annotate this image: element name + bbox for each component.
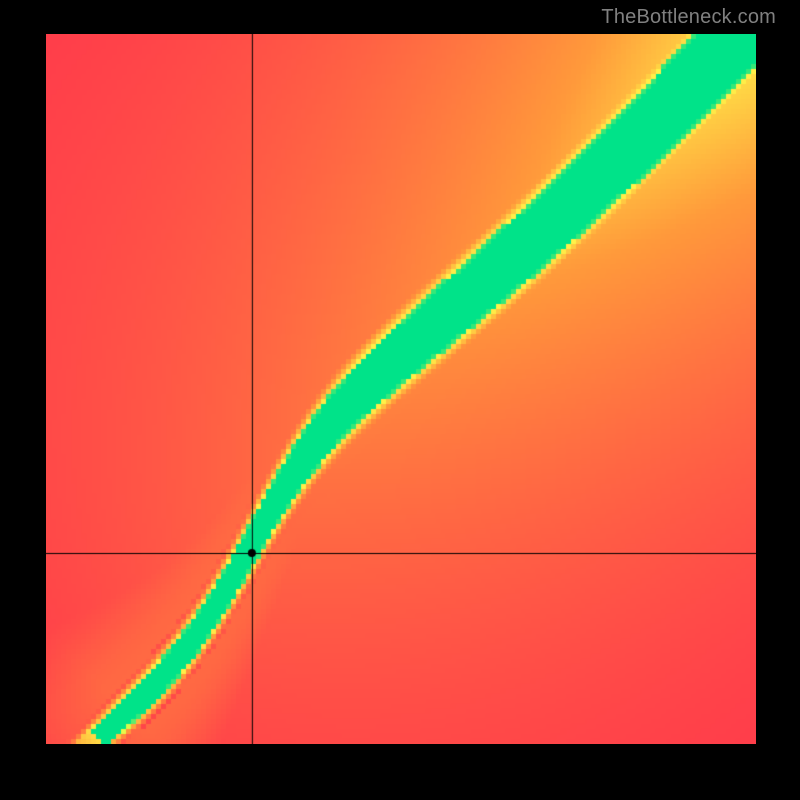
bottleneck-heatmap [46, 34, 756, 744]
chart-container: TheBottleneck.com [0, 0, 800, 800]
watermark-text: TheBottleneck.com [601, 6, 776, 29]
chart-area [46, 34, 756, 744]
